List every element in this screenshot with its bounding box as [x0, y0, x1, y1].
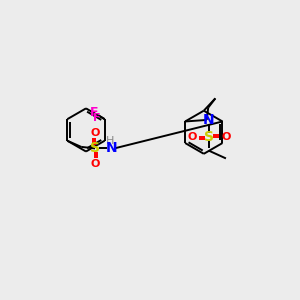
Text: O: O [90, 159, 100, 169]
Text: O: O [221, 132, 231, 142]
Text: S: S [204, 130, 214, 144]
Text: S: S [90, 141, 100, 155]
Text: H: H [106, 136, 114, 146]
Text: F: F [93, 112, 101, 123]
Text: O: O [188, 132, 197, 142]
Text: F: F [90, 106, 98, 119]
Text: N: N [106, 141, 118, 155]
Text: N: N [203, 113, 215, 127]
Text: O: O [90, 128, 100, 138]
